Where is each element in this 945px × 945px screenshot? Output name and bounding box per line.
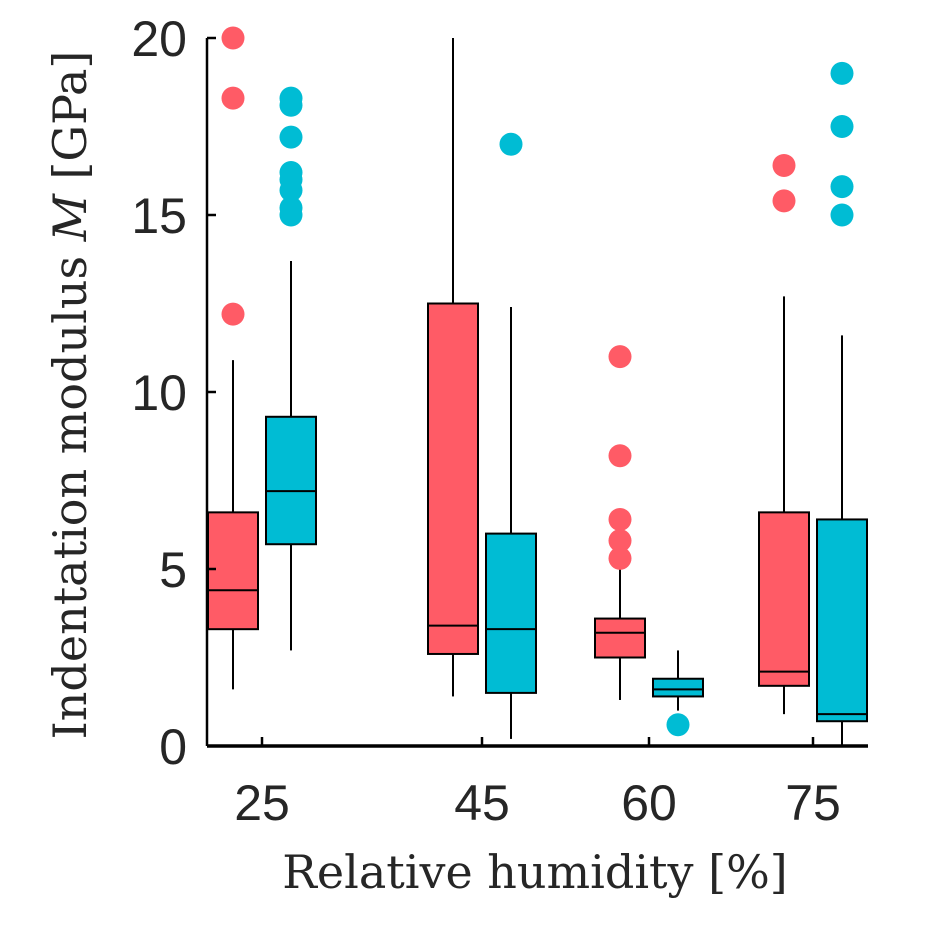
- outlier-cyan-25-5: [279, 178, 303, 202]
- plot-area: [207, 26, 868, 746]
- outlier-cyan-75-3: [830, 203, 854, 227]
- outlier-red-75-0: [772, 153, 796, 177]
- outlier-red-60-0: [608, 345, 632, 369]
- box-red-60: [594, 617, 646, 659]
- outlier-red-60-2: [608, 507, 632, 531]
- x-tick-label-60: 60: [621, 775, 677, 831]
- x-tick-label-45: 45: [454, 775, 510, 831]
- outlier-red-75-1: [772, 189, 796, 213]
- y-axis-label-variable: M: [43, 192, 97, 242]
- box-red-45: [427, 302, 479, 655]
- outlier-cyan-75-2: [830, 175, 854, 199]
- box-red-75: [758, 511, 810, 687]
- outlier-red-25-2: [221, 302, 245, 326]
- box-cyan-60: [652, 677, 704, 698]
- outlier-red-60-3: [608, 529, 632, 553]
- box-cyan-45: [485, 532, 537, 694]
- y-axis-label-unit: [GPa]: [43, 51, 97, 195]
- outlier-cyan-75-1: [830, 115, 854, 138]
- outlier-cyan-25-2: [279, 125, 303, 149]
- box-cyan-25: [265, 415, 317, 546]
- y-tick-label-15: 15: [131, 188, 187, 244]
- outlier-cyan-25-1: [279, 93, 303, 117]
- outlier-cyan-25-7: [279, 203, 303, 227]
- outlier-red-60-1: [608, 444, 632, 468]
- outlier-red-60-4: [608, 546, 632, 570]
- outlier-cyan-75-0: [830, 61, 854, 85]
- x-tick-label-75: 75: [785, 775, 841, 831]
- x-axis-label: Relative humidity [%]: [282, 845, 787, 899]
- y-tick-label-0: 0: [159, 719, 187, 775]
- outlier-cyan-60-0: [666, 713, 690, 737]
- x-tick-label-25: 25: [234, 775, 290, 831]
- y-axis-label: Indentation modulus M [GPa]: [43, 51, 97, 740]
- y-tick-label-5: 5: [159, 542, 187, 598]
- y-axis-label-text: Indentation modulus: [43, 241, 97, 739]
- axes: 0 5 10 15 20 25 45 60 75: [131, 11, 868, 831]
- outlier-red-25-1: [221, 86, 245, 110]
- box-cyan-75: [816, 518, 868, 723]
- outlier-red-25-0: [221, 26, 245, 50]
- y-tick-label-10: 10: [131, 365, 187, 421]
- outlier-cyan-45-0: [499, 132, 523, 156]
- box-red-25: [207, 511, 259, 631]
- y-tick-label-20: 20: [131, 11, 187, 67]
